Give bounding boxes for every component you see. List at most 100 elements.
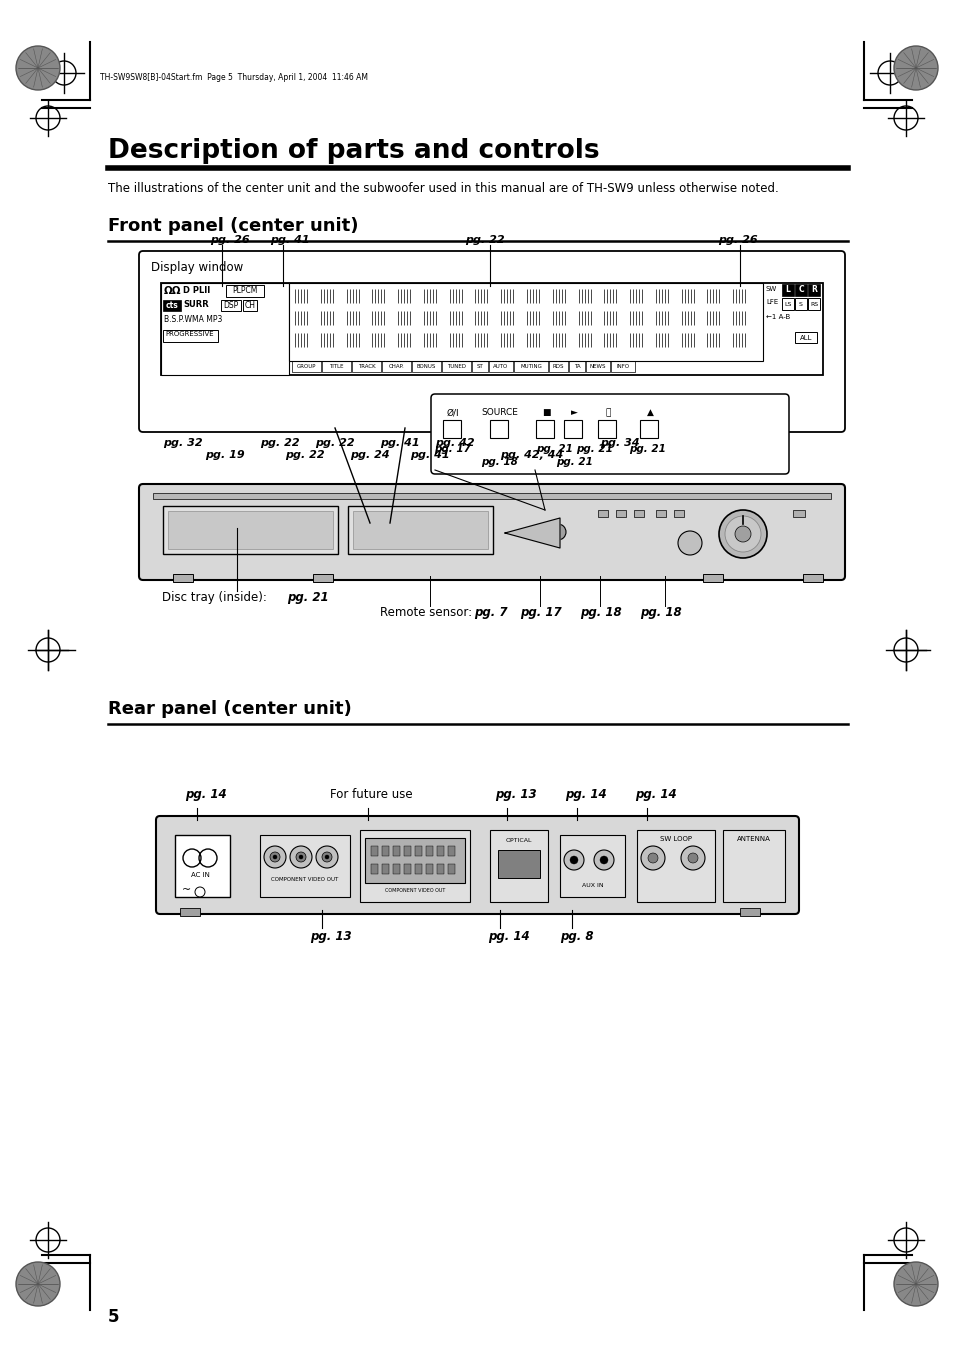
- Text: pg. 21: pg. 21: [536, 444, 573, 454]
- Bar: [448, 846, 455, 857]
- Bar: [794, 332, 816, 343]
- Text: NEWS: NEWS: [589, 363, 605, 369]
- Bar: [639, 420, 658, 438]
- Bar: [792, 509, 804, 517]
- Bar: [426, 846, 433, 857]
- Bar: [174, 835, 230, 897]
- Bar: [393, 846, 399, 857]
- Text: Remote sensor:: Remote sensor:: [379, 607, 476, 619]
- Text: ■: ■: [541, 408, 550, 417]
- Circle shape: [315, 846, 337, 867]
- Text: pg. 26: pg. 26: [210, 235, 250, 245]
- Text: pg. 21: pg. 21: [287, 590, 328, 604]
- Text: PROGRESSIVE: PROGRESSIVE: [166, 331, 214, 336]
- Circle shape: [550, 524, 565, 540]
- Text: DSP: DSP: [223, 301, 238, 309]
- Circle shape: [16, 1262, 60, 1306]
- Bar: [490, 420, 507, 438]
- Bar: [381, 846, 389, 857]
- Bar: [221, 300, 241, 311]
- Text: pg. 14: pg. 14: [185, 788, 227, 801]
- Bar: [163, 330, 218, 342]
- Text: AC IN: AC IN: [191, 871, 210, 878]
- Text: BONUS: BONUS: [416, 363, 436, 369]
- Bar: [353, 511, 488, 549]
- Bar: [781, 284, 793, 296]
- Polygon shape: [504, 517, 559, 549]
- Text: pg. 42, 44: pg. 42, 44: [499, 450, 562, 459]
- Text: For future use: For future use: [330, 788, 413, 801]
- Bar: [489, 361, 513, 372]
- Text: L: L: [784, 285, 790, 295]
- Bar: [807, 299, 820, 309]
- Text: pg. 42: pg. 42: [435, 438, 475, 449]
- Bar: [412, 361, 440, 372]
- Bar: [161, 282, 822, 376]
- Text: C: C: [798, 285, 803, 295]
- Text: AUTO: AUTO: [493, 363, 508, 369]
- Circle shape: [290, 846, 312, 867]
- Text: pg. 14: pg. 14: [564, 788, 606, 801]
- Text: ~: ~: [182, 885, 191, 894]
- Text: pg. 14: pg. 14: [488, 929, 529, 943]
- Bar: [359, 830, 470, 902]
- Bar: [260, 835, 350, 897]
- Text: pg. 21: pg. 21: [556, 457, 593, 467]
- Text: pg. 41: pg. 41: [270, 235, 310, 245]
- Circle shape: [594, 850, 614, 870]
- Bar: [673, 509, 683, 517]
- Text: pg. 32: pg. 32: [163, 438, 202, 449]
- Text: pg. 21: pg. 21: [629, 444, 666, 454]
- Text: MUTING: MUTING: [519, 363, 541, 369]
- Text: pg. 34: pg. 34: [599, 438, 639, 449]
- Text: ANTENNA: ANTENNA: [737, 836, 770, 842]
- Text: pg. 24: pg. 24: [350, 450, 389, 459]
- Text: RDS: RDS: [552, 363, 563, 369]
- Text: TA: TA: [573, 363, 579, 369]
- Text: SW LOOP: SW LOOP: [659, 836, 691, 842]
- Bar: [152, 493, 830, 499]
- Bar: [289, 282, 762, 361]
- Bar: [381, 865, 389, 874]
- Bar: [415, 865, 421, 874]
- FancyBboxPatch shape: [139, 484, 844, 580]
- Bar: [548, 361, 567, 372]
- Text: B.S.P.WMA MP3: B.S.P.WMA MP3: [164, 315, 222, 324]
- Text: pg. 17: pg. 17: [435, 444, 471, 454]
- Circle shape: [563, 850, 583, 870]
- Text: pg. 17: pg. 17: [519, 607, 561, 619]
- Text: AUX IN: AUX IN: [581, 884, 602, 888]
- Bar: [403, 846, 411, 857]
- Bar: [352, 361, 380, 372]
- Text: ▲: ▲: [646, 408, 653, 417]
- Circle shape: [16, 46, 60, 91]
- Bar: [168, 511, 333, 549]
- Text: 5: 5: [108, 1308, 119, 1325]
- Text: Front panel (center unit): Front panel (center unit): [108, 218, 358, 235]
- Circle shape: [680, 846, 704, 870]
- Text: Description of parts and controls: Description of parts and controls: [108, 138, 599, 163]
- Text: TRACK: TRACK: [357, 363, 375, 369]
- Bar: [180, 908, 200, 916]
- Text: S: S: [799, 301, 802, 307]
- Bar: [403, 865, 411, 874]
- Bar: [559, 835, 624, 897]
- Text: LS: LS: [783, 301, 791, 307]
- Text: ⏸: ⏸: [604, 408, 610, 417]
- Text: pg. 22: pg. 22: [464, 235, 504, 245]
- Text: SOURCE: SOURCE: [481, 408, 517, 417]
- Circle shape: [295, 852, 306, 862]
- Bar: [722, 830, 784, 902]
- Text: Rear panel (center unit): Rear panel (center unit): [108, 700, 352, 717]
- Bar: [637, 830, 714, 902]
- Circle shape: [270, 852, 280, 862]
- Bar: [313, 574, 333, 582]
- Text: pg. 22: pg. 22: [285, 450, 324, 459]
- Bar: [322, 361, 351, 372]
- Bar: [616, 509, 625, 517]
- Text: pg. 26: pg. 26: [718, 235, 757, 245]
- Text: The illustrations of the center unit and the subwoofer used in this manual are o: The illustrations of the center unit and…: [108, 182, 778, 195]
- Text: pg. 13: pg. 13: [495, 788, 536, 801]
- Bar: [381, 361, 411, 372]
- Text: ΩΩ: ΩΩ: [164, 286, 181, 296]
